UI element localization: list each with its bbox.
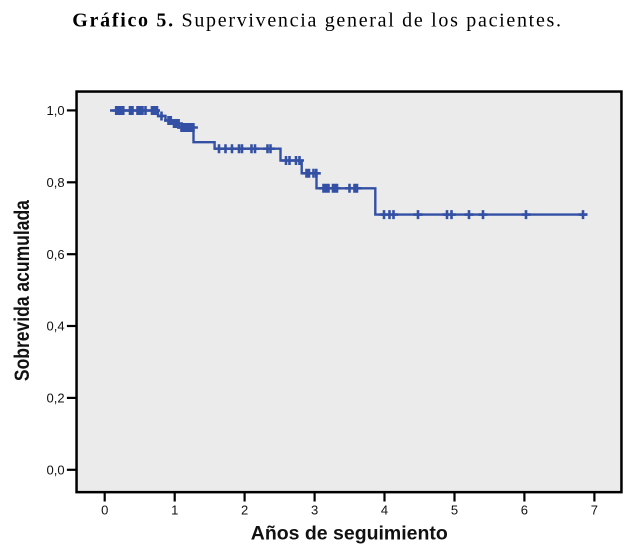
svg-text:1: 1 xyxy=(171,502,178,517)
svg-text:7: 7 xyxy=(591,502,598,517)
svg-text:1,0: 1,0 xyxy=(47,103,65,118)
svg-text:6: 6 xyxy=(521,502,528,517)
svg-text:5: 5 xyxy=(451,502,458,517)
svg-text:0,6: 0,6 xyxy=(47,247,65,262)
svg-text:Años de seguimiento: Años de seguimiento xyxy=(251,523,448,544)
svg-text:0: 0 xyxy=(101,502,108,517)
svg-text:3: 3 xyxy=(311,502,318,517)
svg-text:0,2: 0,2 xyxy=(47,391,65,406)
svg-text:Sobrevida acumulada: Sobrevida acumulada xyxy=(11,200,34,381)
svg-text:Gráfico 5. Supervivencia gener: Gráfico 5. Supervivencia general de los … xyxy=(72,9,562,31)
svg-text:0,0: 0,0 xyxy=(47,463,65,478)
svg-text:0,8: 0,8 xyxy=(47,175,65,190)
svg-text:4: 4 xyxy=(381,502,388,517)
svg-text:0,4: 0,4 xyxy=(47,319,65,334)
svg-text:2: 2 xyxy=(241,502,248,517)
